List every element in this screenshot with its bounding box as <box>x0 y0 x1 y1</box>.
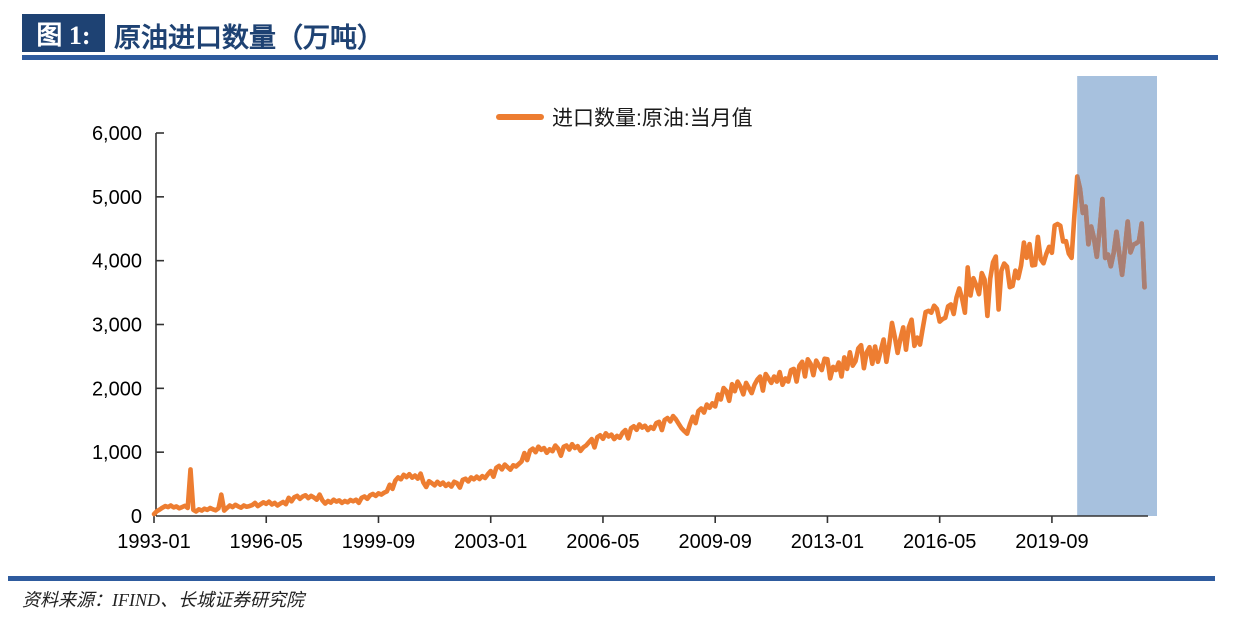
y-tick-label: 0 <box>131 506 142 528</box>
x-tick-label: 2016-05 <box>903 531 976 553</box>
source-note: 资料来源：IFIND、长城证券研究院 <box>22 590 304 610</box>
y-tick-label: 6,000 <box>92 123 142 145</box>
x-tick-label: 1993-01 <box>117 531 190 553</box>
x-tick-label: 2003-01 <box>454 531 527 553</box>
y-tick-label: 4,000 <box>92 251 142 273</box>
footer-rule <box>8 576 1215 581</box>
y-tick-label: 5,000 <box>92 187 142 209</box>
x-tick-label: 2019-09 <box>1015 531 1088 553</box>
y-tick-label: 3,000 <box>92 315 142 337</box>
y-tick-label: 2,000 <box>92 378 142 400</box>
x-tick-label: 2006-05 <box>566 531 639 553</box>
x-tick-label: 1996-05 <box>230 531 303 553</box>
x-tick-label: 2013-01 <box>791 531 864 553</box>
legend-line-marker <box>496 114 544 120</box>
x-tick-label: 1999-09 <box>342 531 415 553</box>
highlight-region <box>1077 76 1157 516</box>
title-underline-rule <box>22 55 1218 60</box>
series-line-highlight-segment <box>1077 174 1147 290</box>
figure-number-badge: 图 1: <box>22 14 105 52</box>
series-line <box>151 174 1147 517</box>
x-tick-label: 2009-09 <box>678 531 751 553</box>
y-tick-label: 1,000 <box>92 442 142 464</box>
figure-title: 原油进口数量（万吨） <box>114 23 384 53</box>
chart-legend: 进口数量:原油:当月值 <box>496 102 753 132</box>
legend-label: 进口数量:原油:当月值 <box>552 107 753 130</box>
